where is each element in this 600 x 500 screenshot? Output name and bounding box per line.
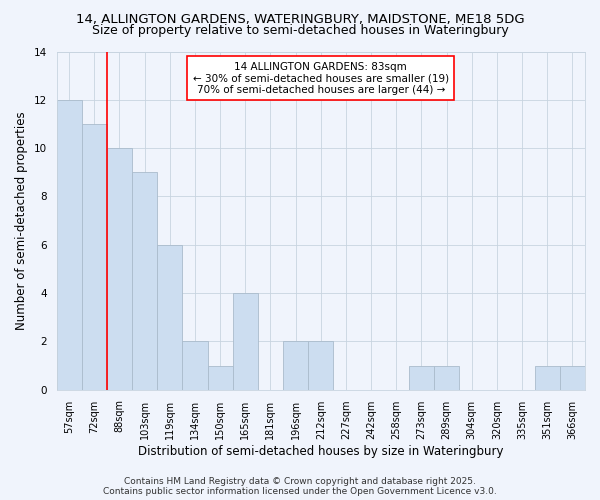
- Y-axis label: Number of semi-detached properties: Number of semi-detached properties: [15, 112, 28, 330]
- Bar: [132, 172, 157, 390]
- Text: Contains HM Land Registry data © Crown copyright and database right 2025.
Contai: Contains HM Land Registry data © Crown c…: [103, 476, 497, 496]
- Bar: [560, 366, 585, 390]
- Text: Size of property relative to semi-detached houses in Wateringbury: Size of property relative to semi-detach…: [92, 24, 508, 37]
- Bar: [56, 100, 82, 390]
- Bar: [233, 293, 258, 390]
- X-axis label: Distribution of semi-detached houses by size in Wateringbury: Distribution of semi-detached houses by …: [138, 444, 503, 458]
- Bar: [409, 366, 434, 390]
- Bar: [283, 342, 308, 390]
- Bar: [157, 245, 182, 390]
- Bar: [82, 124, 107, 390]
- Bar: [182, 342, 208, 390]
- Bar: [434, 366, 459, 390]
- Text: 14, ALLINGTON GARDENS, WATERINGBURY, MAIDSTONE, ME18 5DG: 14, ALLINGTON GARDENS, WATERINGBURY, MAI…: [76, 12, 524, 26]
- Bar: [535, 366, 560, 390]
- Bar: [208, 366, 233, 390]
- Text: 14 ALLINGTON GARDENS: 83sqm
← 30% of semi-detached houses are smaller (19)
70% o: 14 ALLINGTON GARDENS: 83sqm ← 30% of sem…: [193, 62, 449, 95]
- Bar: [308, 342, 334, 390]
- Bar: [107, 148, 132, 390]
